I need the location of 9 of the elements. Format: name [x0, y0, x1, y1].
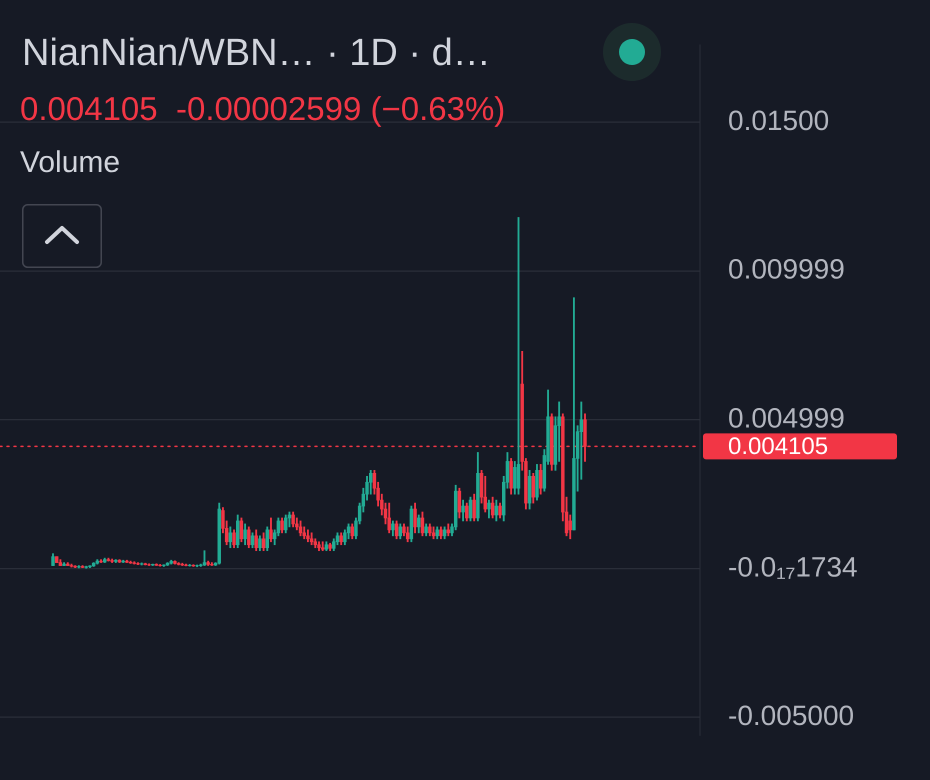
annotation: 0.004105 -0.00002599 (−0.63%)	[20, 90, 506, 127]
y-tick-label: 0.009999	[728, 254, 845, 285]
y-tick-label: 0.004999	[728, 402, 845, 434]
annotation: Volume	[20, 146, 120, 179]
y-tick-label: -0.0₁₇1734	[728, 551, 858, 582]
y-tick-label: -0.005000	[728, 700, 854, 732]
y-tick-label: 0.01500	[728, 104, 830, 136]
chart-title: NianNian/WBN… · 1D · d…	[22, 32, 491, 74]
ref-line-label: 0.004105	[728, 433, 828, 460]
